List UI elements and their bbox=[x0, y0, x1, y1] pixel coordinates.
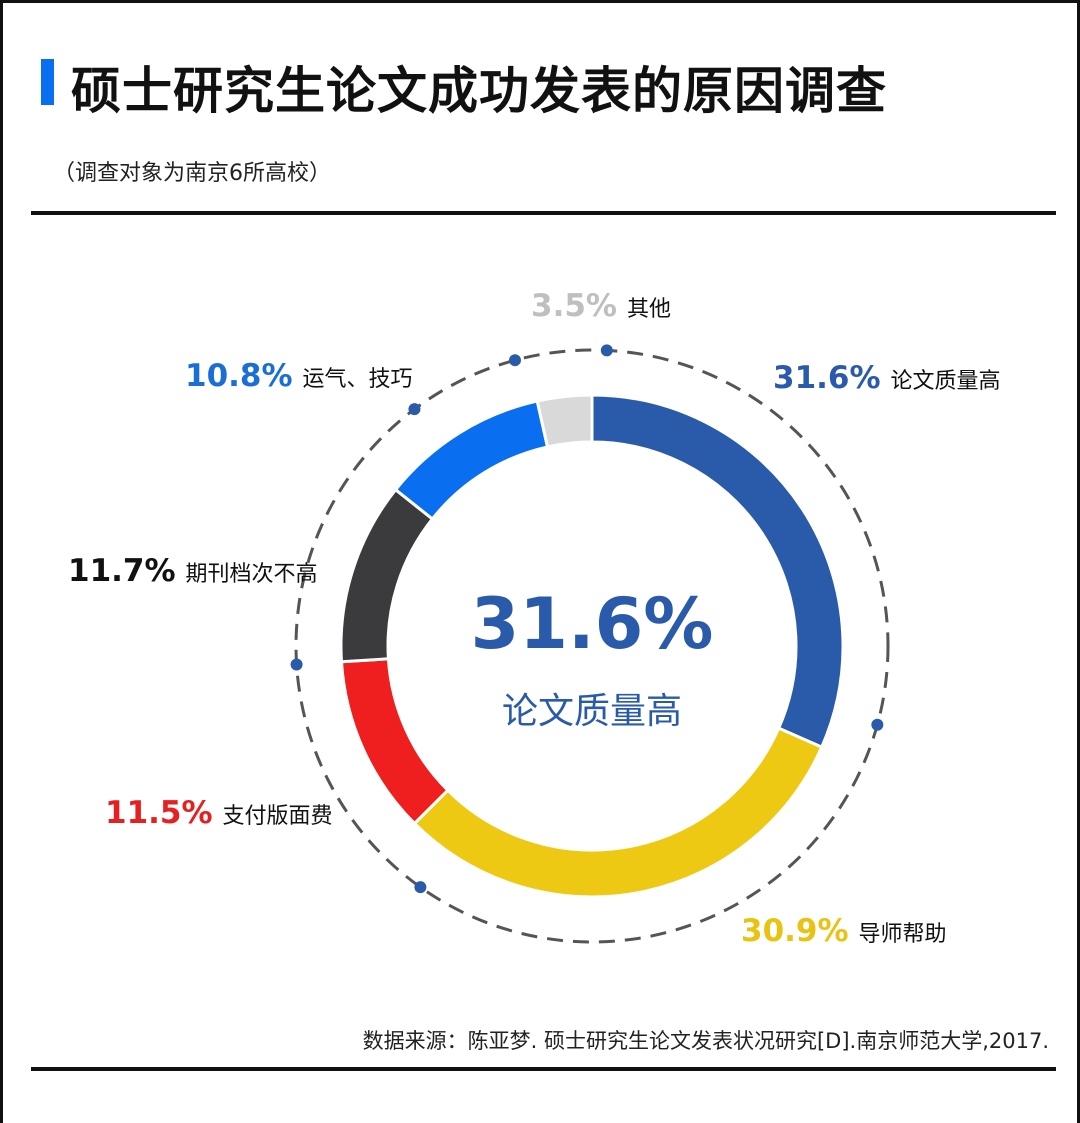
guide-dot bbox=[290, 658, 303, 671]
donut-slice-3 bbox=[339, 487, 435, 664]
slice-percent: 10.8% bbox=[185, 358, 293, 394]
donut-slice-4 bbox=[393, 399, 550, 522]
guide-dot bbox=[508, 354, 521, 367]
slice-percent: 11.7% bbox=[68, 553, 176, 589]
guide-dot bbox=[600, 344, 613, 357]
slice-percent: 30.9% bbox=[741, 913, 849, 949]
guide-dot bbox=[408, 403, 421, 416]
slice-name: 期刊档次不高 bbox=[186, 562, 318, 587]
slice-label: 30.9% 导师帮助 bbox=[741, 913, 947, 949]
slice-percent: 31.6% bbox=[773, 360, 881, 396]
slice-label: 11.7% 期刊档次不高 bbox=[68, 553, 318, 589]
slice-name: 运气、技巧 bbox=[303, 367, 413, 392]
slice-label: 31.6% 论文质量高 bbox=[773, 360, 1001, 396]
bottom-divider bbox=[31, 1067, 1056, 1071]
top-divider bbox=[31, 211, 1056, 215]
donut-slice-1 bbox=[412, 726, 824, 899]
center-value: 31.6% bbox=[471, 583, 714, 665]
slice-name: 其他 bbox=[627, 297, 671, 322]
slice-name: 论文质量高 bbox=[891, 369, 1001, 394]
slice-percent: 3.5% bbox=[531, 288, 617, 324]
dashed-guide-circle bbox=[294, 348, 890, 944]
source-note: 数据来源：陈亚梦. 硕士研究生论文发表状况研究[D].南京师范大学,2017. bbox=[362, 1029, 1049, 1053]
slice-name: 支付版面费 bbox=[223, 804, 333, 829]
slice-label: 10.8% 运气、技巧 bbox=[185, 358, 413, 394]
page-title: 硕士研究生论文成功发表的原因调查 bbox=[71, 62, 887, 120]
donut-slice-5 bbox=[535, 393, 594, 449]
slice-label: 11.5% 支付版面费 bbox=[105, 795, 333, 831]
subtitle: （调查对象为南京6所高校） bbox=[53, 161, 331, 186]
slice-name: 导师帮助 bbox=[859, 922, 947, 947]
guide-dot bbox=[871, 718, 884, 731]
center-label: 论文质量高 bbox=[502, 691, 682, 732]
slice-percent: 11.5% bbox=[105, 795, 213, 831]
guide-dot bbox=[414, 881, 427, 894]
slice-label: 3.5% 其他 bbox=[531, 288, 671, 324]
title-accent-bar bbox=[41, 59, 54, 105]
donut-slice-2 bbox=[339, 657, 450, 826]
donut-chart: 31.6% 论文质量高 30.9% 导师帮助 11.5% 支付版面费 11.7% 期刊档次不高… bbox=[68, 288, 1001, 949]
